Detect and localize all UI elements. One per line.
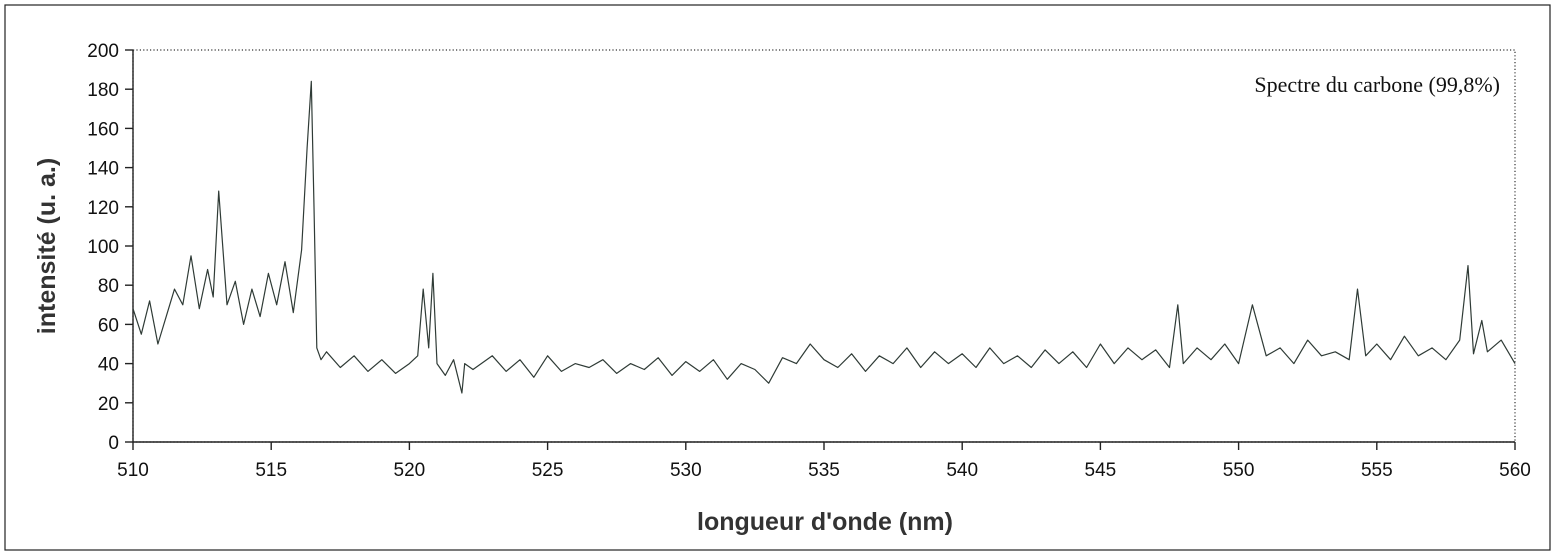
x-tick-label-6: 540: [946, 460, 978, 481]
x-tick-label-0: 510: [117, 460, 149, 481]
y-tick-label-9: 180: [87, 80, 119, 101]
x-tick-label-4: 530: [670, 460, 702, 481]
x-tick-label-1: 515: [255, 460, 287, 481]
y-tick-label-1: 20: [98, 394, 119, 415]
figure-frame: [4, 4, 1551, 551]
x-tick-label-2: 520: [394, 460, 426, 481]
x-tick-label-9: 555: [1361, 460, 1393, 481]
x-tick-label-8: 550: [1223, 460, 1255, 481]
x-tick-label-5: 535: [808, 460, 840, 481]
y-axis-title: intensité (u. a.): [33, 158, 61, 334]
x-tick-label-3: 525: [532, 460, 564, 481]
series-layer: [132, 80, 1516, 394]
x-tick-label-7: 545: [1085, 460, 1117, 481]
y-tick-label-5: 100: [87, 237, 119, 258]
x-axis-title: longueur d'onde (nm): [697, 508, 953, 536]
chart-annotation: Spectre du carbone (99,8%): [1254, 72, 1500, 97]
y-tick-label-6: 120: [87, 198, 119, 219]
y-tick-label-0: 0: [108, 433, 119, 454]
x-tick-label-10: 560: [1499, 460, 1531, 481]
y-tick-label-10: 200: [87, 41, 119, 62]
y-tick-label-7: 140: [87, 159, 119, 180]
y-tick-label-3: 60: [98, 315, 119, 336]
axis-ticks: 510 515 520 525 530 535 540 545 550 555 560 0 20 40 60…: [87, 41, 1531, 481]
y-tick-label-4: 80: [98, 276, 119, 297]
y-tick-label-8: 160: [87, 119, 119, 140]
y-tick-label-2: 40: [98, 355, 119, 376]
series-line-0: [132, 80, 1516, 394]
